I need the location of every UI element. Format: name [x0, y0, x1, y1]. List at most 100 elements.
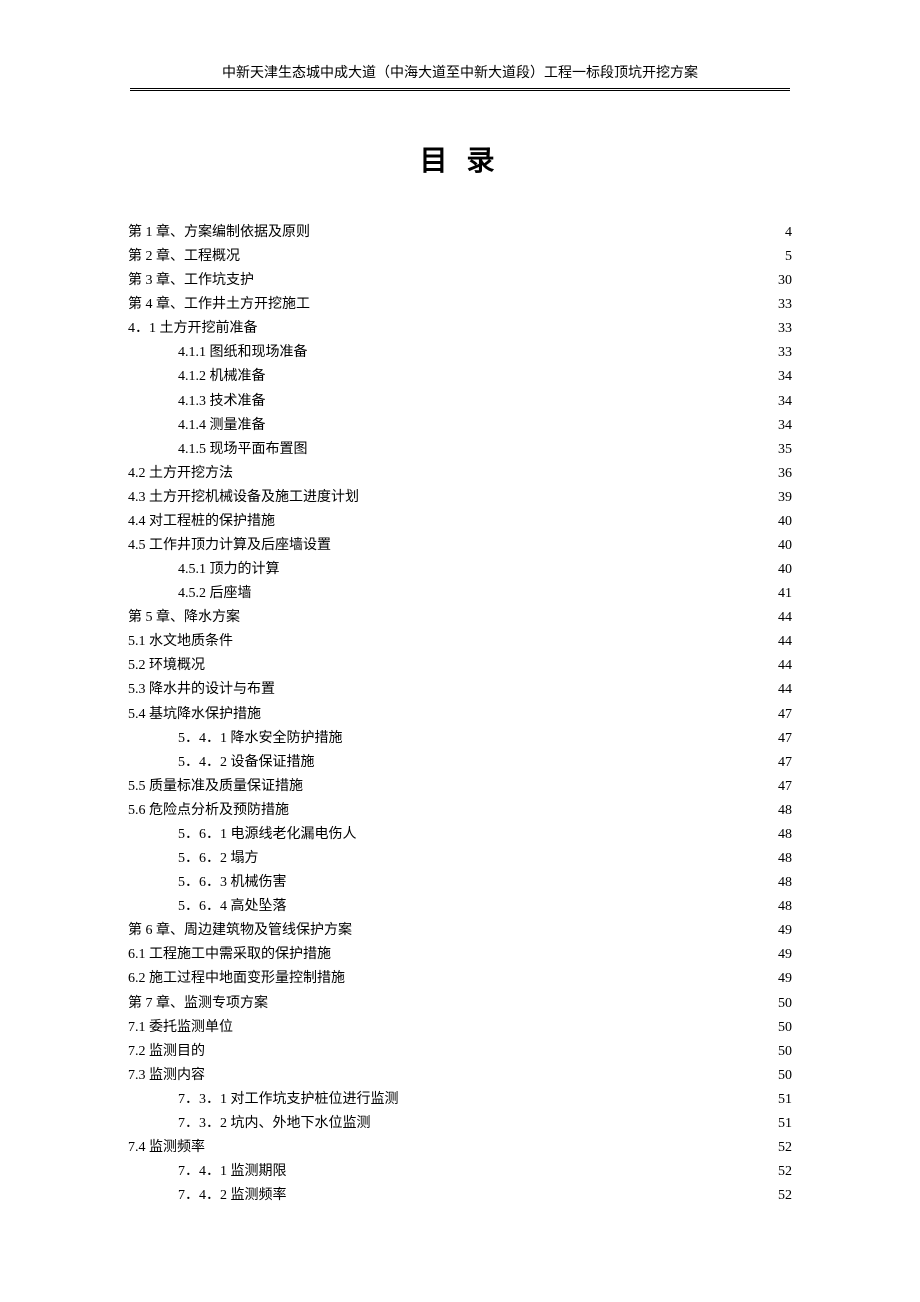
toc-row: 第 5 章、降水方案 44: [128, 606, 792, 630]
toc-entry-page: 35: [778, 438, 792, 462]
toc-entry-page: 48: [778, 799, 792, 823]
toc-row: 5．6．4 高处坠落 48: [128, 895, 792, 919]
toc-entry-page: 48: [778, 895, 792, 919]
toc-row: 7.2 监测目的50: [128, 1040, 792, 1064]
toc-row: 5．4．2 设备保证措施 47: [128, 751, 792, 775]
table-of-contents: 第 1 章、方案编制依据及原则 4 第 2 章、工程概况 5第 3 章、工作坑支护30…: [128, 221, 792, 1208]
toc-entry-label: 5．4．2 设备保证措施: [178, 751, 315, 775]
toc-entry-label: 4.3 土方开挖机械设备及施工进度计划: [128, 486, 359, 510]
toc-entry-label: 4.1.1 图纸和现场准备: [178, 341, 308, 365]
toc-entry-page: 49: [778, 943, 792, 967]
toc-entry-label: 第 4 章、工作井土方开挖施工: [128, 293, 310, 317]
toc-entry-label: 4.1.3 技术准备: [178, 390, 266, 414]
toc-entry-label: 7.2 监测目的: [128, 1040, 205, 1064]
toc-row: 6.1 工程施工中需采取的保护措施 49: [128, 943, 792, 967]
toc-row: 第 4 章、工作井土方开挖施工33: [128, 293, 792, 317]
toc-row: 4.3 土方开挖机械设备及施工进度计划 39: [128, 486, 792, 510]
toc-row: 5.4 基坑降水保护措施 47: [128, 703, 792, 727]
toc-row: 5.3 降水井的设计与布置44: [128, 678, 792, 702]
toc-entry-page: 47: [778, 727, 792, 751]
toc-entry-label: 6.1 工程施工中需采取的保护措施: [128, 943, 331, 967]
toc-entry-page: 44: [778, 630, 792, 654]
toc-entry-page: 50: [778, 1064, 792, 1088]
toc-row: 4.1.1 图纸和现场准备 33: [128, 341, 792, 365]
toc-entry-label: 4.2 土方开挖方法: [128, 462, 233, 486]
toc-entry-label: 第 7 章、监测专项方案: [128, 992, 268, 1016]
toc-entry-label: 4．1 土方开挖前准备: [128, 317, 258, 341]
toc-row: 第 3 章、工作坑支护30: [128, 269, 792, 293]
toc-row: 4.1.5 现场平面布置图 35: [128, 438, 792, 462]
toc-row: 7.1 委托监测单位50: [128, 1016, 792, 1040]
toc-entry-label: 5．6．3 机械伤害: [178, 871, 287, 895]
toc-entry-page: 5: [785, 245, 792, 269]
toc-entry-page: 48: [778, 847, 792, 871]
toc-entry-page: 44: [778, 606, 792, 630]
document-page: 中新天津生态城中成大道（中海大道至中新大道段）工程一标段顶坑开挖方案 目 录 第…: [0, 0, 920, 1268]
toc-row: 6.2 施工过程中地面变形量控制措施 49: [128, 967, 792, 991]
toc-entry-page: 50: [778, 992, 792, 1016]
toc-entry-page: 49: [778, 919, 792, 943]
toc-entry-page: 48: [778, 871, 792, 895]
toc-row: 第 7 章、监测专项方案 50: [128, 992, 792, 1016]
toc-entry-page: 40: [778, 558, 792, 582]
toc-row: 7．3．2 坑内、外地下水位监测51: [128, 1112, 792, 1136]
toc-row: 7.3 监测内容50: [128, 1064, 792, 1088]
toc-entry-page: 34: [778, 365, 792, 389]
toc-entry-label: 5.1 水文地质条件: [128, 630, 233, 654]
toc-row: 5.1 水文地质条件 44: [128, 630, 792, 654]
toc-entry-page: 36: [778, 462, 792, 486]
toc-entry-page: 33: [778, 317, 792, 341]
toc-row: 4.5.1 顶力的计算 40: [128, 558, 792, 582]
toc-entry-label: 第 5 章、降水方案: [128, 606, 240, 630]
toc-entry-page: 52: [778, 1136, 792, 1160]
toc-entry-page: 47: [778, 703, 792, 727]
toc-entry-page: 47: [778, 751, 792, 775]
toc-row: 7．4．2 监测频率52: [128, 1184, 792, 1208]
toc-entry-page: 49: [778, 967, 792, 991]
toc-entry-label: 5.2 环境概况: [128, 654, 205, 678]
toc-row: 5．6．3 机械伤害 48: [128, 871, 792, 895]
toc-entry-page: 41: [778, 582, 792, 606]
toc-entry-page: 34: [778, 414, 792, 438]
toc-row: 第 2 章、工程概况 5: [128, 245, 792, 269]
toc-entry-page: 39: [778, 486, 792, 510]
toc-entry-page: 52: [778, 1160, 792, 1184]
toc-row: 4．1 土方开挖前准备 33: [128, 317, 792, 341]
toc-row: 7.4 监测频率52: [128, 1136, 792, 1160]
toc-entry-label: 5．6．4 高处坠落: [178, 895, 287, 919]
toc-entry-label: 第 2 章、工程概况: [128, 245, 240, 269]
toc-row: 4.2 土方开挖方法 36: [128, 462, 792, 486]
toc-entry-label: 6.2 施工过程中地面变形量控制措施: [128, 967, 345, 991]
toc-entry-label: 4.1.4 测量准备: [178, 414, 266, 438]
header-rule: [130, 88, 790, 91]
toc-entry-page: 40: [778, 534, 792, 558]
toc-entry-label: 7．4．1 监测期限: [178, 1160, 287, 1184]
toc-row: 第 6 章、周边建筑物及管线保护方案 49: [128, 919, 792, 943]
toc-entry-label: 5．4．1 降水安全防护措施: [178, 727, 343, 751]
toc-entry-page: 47: [778, 775, 792, 799]
toc-row: 4.4 对工程桩的保护措施40: [128, 510, 792, 534]
toc-entry-page: 48: [778, 823, 792, 847]
toc-row: 5．6．1 电源线老化漏电伤人48: [128, 823, 792, 847]
toc-entry-label: 4.1.5 现场平面布置图: [178, 438, 308, 462]
toc-row: 第 1 章、方案编制依据及原则 4: [128, 221, 792, 245]
toc-row: 4.1.4 测量准备 34: [128, 414, 792, 438]
toc-entry-page: 4: [785, 221, 792, 245]
toc-entry-label: 第 6 章、周边建筑物及管线保护方案: [128, 919, 352, 943]
toc-entry-label: 4.5.1 顶力的计算: [178, 558, 280, 582]
toc-row: 7．4．1 监测期限 52: [128, 1160, 792, 1184]
toc-entry-label: 7．3．1 对工作坑支护桩位进行监测: [178, 1088, 399, 1112]
toc-entry-label: 5.5 质量标准及质量保证措施: [128, 775, 303, 799]
toc-entry-page: 33: [778, 341, 792, 365]
toc-entry-page: 44: [778, 678, 792, 702]
toc-entry-label: 7．3．2 坑内、外地下水位监测: [178, 1112, 371, 1136]
toc-entry-page: 50: [778, 1016, 792, 1040]
toc-entry-label: 5．6．2 塌方: [178, 847, 259, 871]
toc-entry-label: 4.5.2 后座墙: [178, 582, 252, 606]
toc-entry-label: 5.4 基坑降水保护措施: [128, 703, 261, 727]
toc-entry-label: 5.6 危险点分析及预防措施: [128, 799, 289, 823]
toc-entry-label: 第 1 章、方案编制依据及原则: [128, 221, 310, 245]
page-title: 目 录: [0, 139, 920, 179]
toc-entry-label: 7．4．2 监测频率: [178, 1184, 287, 1208]
toc-entry-label: 4.4 对工程桩的保护措施: [128, 510, 275, 534]
